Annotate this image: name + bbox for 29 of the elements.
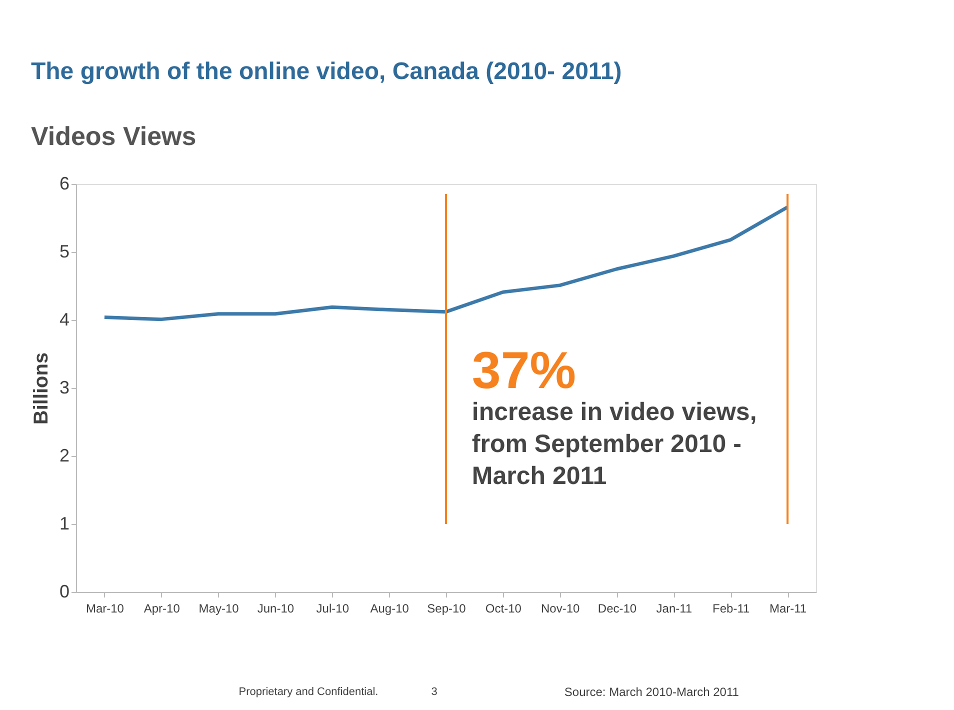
x-tick-label: Oct-10 bbox=[485, 602, 522, 616]
x-tick-label: Feb-11 bbox=[712, 602, 750, 616]
y-tick-label: 5 bbox=[59, 242, 70, 262]
annotation: 37% bbox=[472, 342, 576, 400]
chart-title: The growth of the online video, Canada (2010- 2011) bbox=[30, 58, 622, 85]
y-tick-label: 2 bbox=[59, 446, 70, 466]
x-tick-label: Aug-10 bbox=[370, 602, 410, 616]
y-tick-label: 3 bbox=[59, 378, 70, 398]
x-tick-label: Mar-11 bbox=[769, 602, 807, 616]
y-axis-title: Billions bbox=[30, 352, 52, 425]
y-tick-label: 4 bbox=[59, 310, 70, 330]
line-series bbox=[102, 205, 790, 322]
y-tick-label: 0 bbox=[59, 582, 70, 602]
x-tick-label: Apr-10 bbox=[144, 602, 180, 616]
y-tick-label: 1 bbox=[59, 514, 70, 534]
x-tick-label: Dec-10 bbox=[598, 602, 637, 616]
text: 3 bbox=[431, 686, 438, 698]
x-tick-label: Jul-10 bbox=[316, 602, 350, 616]
text: Proprietary and Confidential. bbox=[238, 686, 378, 698]
x-tick-label: Jun-10 bbox=[257, 602, 294, 616]
x-tick-label: Sep-10 bbox=[427, 602, 466, 616]
chart-subtitle: Videos Views bbox=[30, 121, 196, 151]
x-tick-label: Nov-10 bbox=[541, 602, 580, 616]
source-note: Source: March 2010-March 2011 bbox=[564, 685, 740, 699]
x-tick-label: May-10 bbox=[198, 602, 240, 616]
x-tick-label: Jan-11 bbox=[656, 602, 692, 616]
annotation: increase in video views, from September 2010 - March 2011 bbox=[472, 398, 757, 490]
y-tick-label: 6 bbox=[59, 174, 70, 194]
x-tick-label: Mar-10 bbox=[86, 602, 124, 616]
